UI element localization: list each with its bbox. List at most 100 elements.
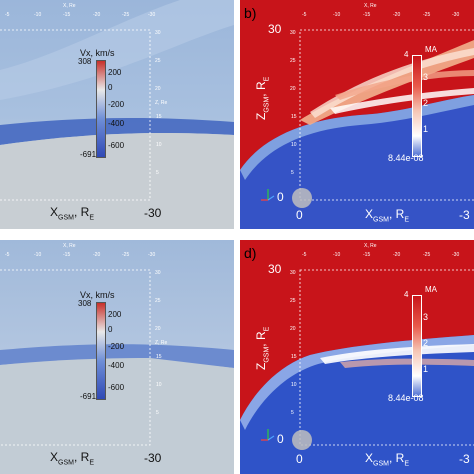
top-tick: -15 (363, 252, 371, 258)
vx-colorbar (96, 302, 106, 400)
colorbar-tick: -400 (108, 361, 125, 370)
right-tick: 25 (155, 298, 161, 304)
colorbar-min: -691 (80, 392, 97, 401)
origin-label: 0 (277, 190, 284, 204)
colorbar-tick: 1 (423, 364, 429, 374)
top-tick: -5 (5, 12, 10, 18)
left-tick: 5 (291, 410, 294, 416)
colorbar-min: 8.44e-08 (388, 153, 424, 163)
panel-d-ma-plot: d) 30 X, Re -5 -10 -15 -20 -25 -30 30 25… (240, 240, 474, 474)
colorbar-max: 4 (404, 50, 409, 59)
left-tick: 25 (290, 58, 296, 64)
colorbar-tick: -600 (108, 141, 125, 150)
panel-c-field-image (0, 240, 234, 474)
colorbar-min: 8.44e-08 (388, 393, 424, 403)
top-tick: -30 (148, 252, 156, 258)
top-tick: -10 (333, 12, 341, 18)
left-tick: 10 (291, 382, 297, 388)
right-tick: 30 (155, 30, 161, 36)
top-tick: -15 (63, 252, 71, 258)
right-tick: 15 (156, 354, 162, 360)
colorbar-tick: 0 (108, 325, 113, 334)
left-tick: 20 (290, 326, 296, 332)
earth-marker-icon (292, 188, 312, 208)
vx-colorbar (96, 60, 106, 158)
panel-c-vx-plot: X, Re -5 -10 -15 -20 -25 -30 30 25 20 15… (0, 240, 234, 474)
colorbar-tick: -600 (108, 383, 125, 392)
colorbar-title: Vx, km/s (80, 48, 115, 58)
y-axis-top-value: 30 (268, 22, 282, 36)
x-axis-right-value: -30 (144, 206, 162, 220)
colorbar-tick: 200 (108, 68, 122, 77)
panel-a-vx-plot: X, Re -5 -10 -15 -20 -25 -30 30 25 20 15… (0, 0, 234, 229)
colorbar-title: Vx, km/s (80, 290, 115, 300)
colorbar-tick: 3 (423, 312, 429, 322)
left-tick: 5 (291, 170, 294, 176)
colorbar-tick: 1 (423, 124, 429, 134)
y-axis-top-value: 30 (268, 262, 282, 276)
colorbar-tick: 2 (423, 98, 429, 108)
top-tick: -25 (122, 252, 130, 258)
y-axis-label: ZGSM, RE (254, 326, 271, 370)
left-tick: 15 (291, 114, 297, 120)
top-tick: -20 (93, 252, 101, 258)
left-tick: 10 (291, 142, 297, 148)
right-tick: 5 (156, 410, 159, 416)
right-axis-name: Z, Re (155, 340, 168, 346)
x-axis-label: XGSM, RE (50, 450, 94, 467)
x-axis-zero: 0 (296, 208, 303, 222)
top-tick: -5 (5, 252, 10, 258)
top-tick: -30 (148, 12, 156, 18)
ma-colorbar (412, 295, 422, 397)
left-tick: 15 (291, 354, 297, 360)
right-tick: 20 (155, 86, 161, 92)
top-axis-name: X, Re (63, 243, 76, 249)
panel-a-field-image (0, 0, 234, 229)
left-tick: 20 (290, 86, 296, 92)
right-tick: 30 (155, 270, 161, 276)
earth-marker-icon (292, 430, 312, 450)
right-tick: 5 (156, 170, 159, 176)
right-tick: 15 (156, 114, 162, 120)
top-tick: -20 (393, 12, 401, 18)
right-tick: 25 (155, 58, 161, 64)
colorbar-title: MA (425, 45, 437, 54)
colorbar-tick: 0 (108, 83, 113, 92)
y-axis-label: ZGSM, RE (254, 76, 271, 120)
x-axis-zero: 0 (296, 452, 303, 466)
top-tick: -10 (34, 12, 42, 18)
x-axis-label: XGSM, RE (365, 207, 409, 224)
x-axis-right-value: -30 (144, 451, 162, 465)
top-tick: -25 (423, 252, 431, 258)
left-tick: 30 (290, 270, 296, 276)
colorbar-tick: -400 (108, 119, 125, 128)
colorbar-tick: -200 (108, 342, 125, 351)
top-axis-name: X, Re (63, 3, 76, 9)
colorbar-max: 4 (404, 290, 409, 299)
top-tick: -25 (423, 12, 431, 18)
right-tick: 10 (156, 142, 162, 148)
top-tick: -10 (333, 252, 341, 258)
x-axis-label: XGSM, RE (50, 205, 94, 222)
origin-label: 0 (277, 432, 284, 446)
colorbar-max: 308 (78, 57, 92, 66)
x-axis-label: XGSM, RE (365, 451, 409, 468)
top-tick: -10 (34, 252, 42, 258)
axes-triad-icon (261, 429, 275, 441)
colorbar-tick: 2 (423, 338, 429, 348)
right-axis-name: Z, Re (155, 100, 168, 106)
top-tick: -25 (122, 12, 130, 18)
colorbar-min: -691 (80, 150, 97, 159)
panel-d-field-image (240, 240, 474, 474)
right-tick: 10 (156, 382, 162, 388)
top-tick: -30 (452, 252, 460, 258)
left-tick: 30 (290, 30, 296, 36)
colorbar-title: MA (425, 285, 437, 294)
top-tick: -30 (452, 12, 460, 18)
panel-label: b) (244, 5, 257, 21)
panel-label: d) (244, 245, 257, 261)
top-tick: -15 (63, 12, 71, 18)
colorbar-tick: 200 (108, 310, 122, 319)
top-tick: -15 (363, 12, 371, 18)
colorbar-tick: -200 (108, 100, 125, 109)
